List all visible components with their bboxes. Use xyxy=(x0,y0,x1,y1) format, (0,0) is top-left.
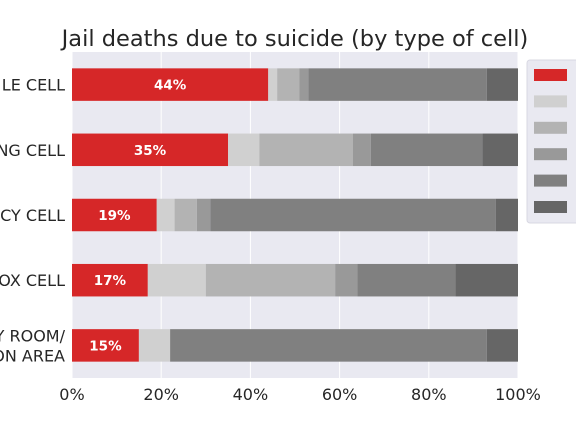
legend-swatch xyxy=(534,95,567,108)
bar-segment xyxy=(268,68,278,101)
bar-segment xyxy=(72,68,269,101)
bar-segment xyxy=(486,329,518,362)
category-label: NG CELL xyxy=(0,141,65,160)
category-label: Y ROOM/ON AREA xyxy=(0,326,66,365)
legend-box xyxy=(526,59,576,224)
bar-segment xyxy=(352,133,371,167)
bar-segment xyxy=(482,133,518,167)
bar-segment xyxy=(72,329,139,362)
bar-segment xyxy=(72,133,229,167)
bar-segment xyxy=(205,263,336,297)
bar-segment xyxy=(370,133,483,167)
legend-swatch xyxy=(534,69,567,81)
legend-swatch xyxy=(534,201,567,213)
bar-segment xyxy=(486,68,518,101)
x-tick-label: 100% xyxy=(495,385,541,404)
x-tick-label: 80% xyxy=(411,385,447,404)
bar-segment xyxy=(495,198,518,232)
x-tick-label: 60% xyxy=(322,385,358,404)
bar-segment xyxy=(147,263,206,297)
bar-segment xyxy=(259,133,353,167)
bar-data-label: 44% xyxy=(154,78,187,94)
bar-data-label: 35% xyxy=(134,143,167,159)
bar-segment xyxy=(228,133,260,167)
bar-data-label: 19% xyxy=(98,208,131,224)
legend-swatch xyxy=(534,148,567,161)
bar-segment xyxy=(156,198,175,232)
bar-data-label: 17% xyxy=(94,273,127,289)
bar-segment xyxy=(299,68,309,101)
category-label: LE CELL xyxy=(2,76,65,95)
bar-segment xyxy=(357,263,456,297)
plot-area: 0% 20% 40% 60% 80% 100% 44% LE CELL 35% NG CELL 19… xyxy=(0,52,541,404)
x-tick-label: 0% xyxy=(59,385,84,404)
category-label: OX CELL xyxy=(0,271,65,290)
bar-segment xyxy=(210,198,496,232)
legend xyxy=(526,59,576,224)
bar-segment xyxy=(170,329,487,362)
chart-title: Jail deaths due to suicide (by type of c… xyxy=(60,26,529,52)
legend-swatch xyxy=(534,174,567,187)
bar-segment xyxy=(174,198,197,232)
bar-segment xyxy=(308,68,487,101)
bar-segment xyxy=(138,329,171,362)
bar-segment xyxy=(455,263,518,297)
bar-segment xyxy=(277,68,300,101)
bar-segment xyxy=(72,198,157,232)
bar-segment xyxy=(196,198,211,232)
bar-segment xyxy=(72,263,148,297)
x-tick-label: 20% xyxy=(143,385,179,404)
category-label: CY CELL xyxy=(0,206,65,225)
x-tick-label: 40% xyxy=(233,385,269,404)
bar-segment xyxy=(335,263,358,297)
bar-data-label: 15% xyxy=(89,338,122,354)
legend-swatch xyxy=(534,121,567,134)
